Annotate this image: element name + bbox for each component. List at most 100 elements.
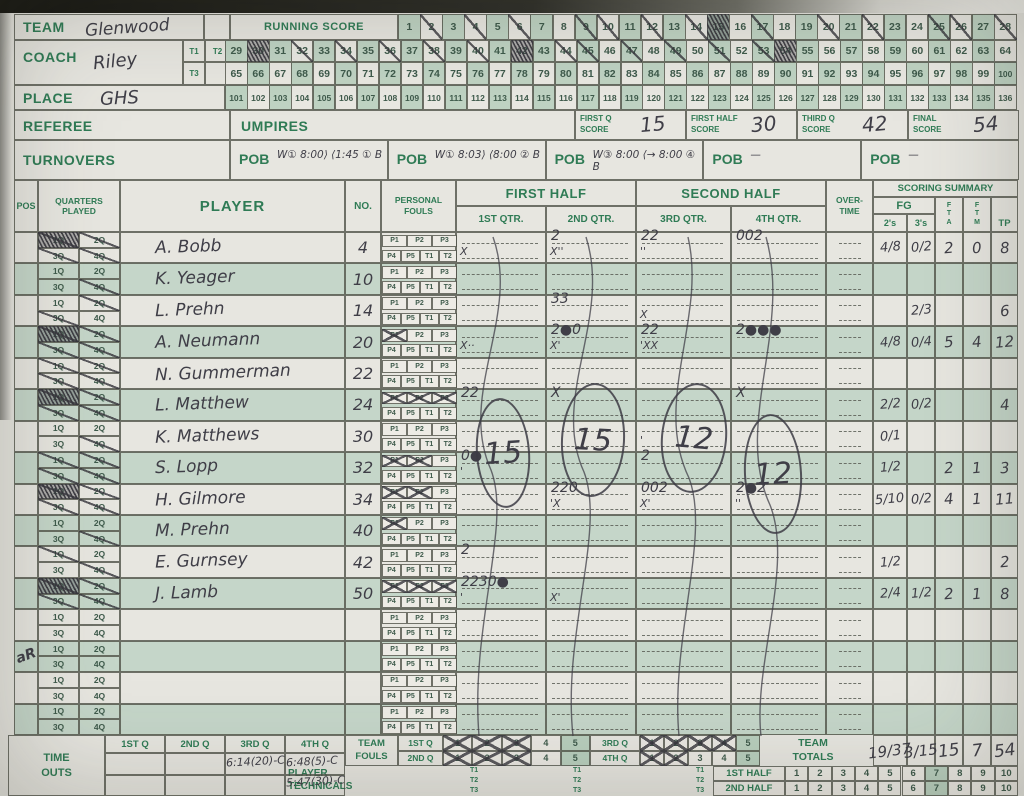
- score-entry-bottom: ': [460, 465, 464, 479]
- summary-value: 8: [998, 238, 1011, 258]
- half-foul-cell: 9: [971, 766, 995, 782]
- summary-cell: [963, 546, 991, 578]
- player-technicals-label: PLAYER TECHNICALS: [288, 768, 353, 792]
- foul-box: T2: [438, 595, 457, 609]
- quarter-played-cell: 4Q: [79, 467, 120, 484]
- team-foul-cell: 5: [560, 735, 590, 751]
- score-cell: [546, 672, 636, 704]
- quarter-played-cell: 2Q: [79, 640, 120, 657]
- dash-line: [839, 494, 861, 495]
- running-score-cell: 88: [730, 62, 753, 85]
- quarter-slash: [79, 326, 120, 343]
- pob-cell: POB —: [703, 140, 862, 180]
- score-cross: [993, 14, 1017, 40]
- player-number-cell: 24: [345, 389, 381, 421]
- half-foul-cell: 10: [994, 766, 1018, 782]
- summary-value: 1/2: [878, 553, 902, 571]
- score-entry-bottom: X': [550, 339, 561, 353]
- running-score-cell: 110: [422, 85, 446, 110]
- summary-cell: 2/2: [873, 389, 907, 421]
- summary-value: 0/2: [909, 239, 933, 257]
- running-score-cell: 46: [598, 40, 622, 62]
- dash-line: [839, 588, 861, 590]
- quarter-played-cell: 4Q: [79, 279, 120, 295]
- score-entry-bottom: X: [640, 307, 648, 321]
- half-foul-cell: 2: [808, 781, 832, 796]
- overtime-cell: [826, 420, 873, 453]
- summary-cell: 2: [991, 546, 1018, 578]
- running-score-cell: 128: [818, 85, 841, 110]
- dash-line: [839, 634, 861, 636]
- dash-line: [839, 666, 861, 668]
- running-score-cell: 131: [884, 85, 907, 110]
- quarter-slash: [79, 593, 120, 610]
- score-cross: [554, 40, 578, 62]
- running-score-cell: 86: [686, 62, 709, 85]
- foul-box: P3: [432, 391, 457, 405]
- overtime-cell: [826, 452, 873, 484]
- running-score-cell: 133: [928, 85, 951, 110]
- running-score-cell: 126: [774, 85, 797, 110]
- score-entry-top: 2●0: [551, 322, 582, 339]
- place-cell: PLACE GHS: [14, 85, 225, 110]
- foul-box: P2: [407, 580, 432, 594]
- half-foul-cell: 7: [924, 766, 949, 782]
- turnovers-cell: TURNOVERS: [14, 140, 230, 180]
- running-score-cell: 19: [795, 14, 818, 40]
- running-score-cell: 119: [620, 85, 644, 110]
- quarter-played-cell: 3Q: [38, 436, 79, 453]
- foul-box: P2: [407, 517, 432, 531]
- player-name-cell: K. Matthews: [120, 420, 345, 453]
- foul-box: P2: [407, 706, 432, 719]
- summary-cell: [873, 263, 907, 295]
- summary-cell: [907, 452, 935, 484]
- overtime-cell: [826, 577, 873, 610]
- pob-cell: POB —: [861, 140, 1019, 180]
- foul-box: P5: [401, 312, 420, 326]
- pos-cell: aR: [14, 640, 38, 673]
- timeout-col-header: 2ND Q: [165, 735, 225, 753]
- overtime-cell: [826, 703, 873, 735]
- summary-cell: [991, 420, 1018, 453]
- foul-box: P4: [382, 501, 401, 514]
- running-score-cell: 95: [884, 62, 907, 85]
- foul-box: T1: [420, 344, 439, 357]
- quarter-slash: [38, 593, 79, 610]
- running-score-cell: 42: [510, 40, 534, 62]
- foul-box: P1: [382, 548, 407, 562]
- dash-line: [839, 540, 861, 542]
- quarter-played-cell: 3Q: [38, 719, 79, 735]
- dash-line: [737, 399, 818, 401]
- quarter-played-cell: 4Q: [79, 593, 120, 610]
- summary-value: 4: [971, 332, 983, 352]
- quarter-played-cell: 3Q: [38, 593, 79, 610]
- dash-line: [552, 288, 628, 290]
- quarter-played-cell: 3Q: [38, 247, 79, 264]
- running-score-cell: 61: [928, 40, 951, 62]
- foul-box: P5: [401, 564, 420, 577]
- dash-line: [462, 242, 538, 244]
- score-cell: [546, 514, 636, 547]
- score-cell: [456, 703, 546, 735]
- summary-cell: 5/10: [873, 483, 907, 515]
- player-name-cell: [120, 609, 345, 641]
- summary-cell: [873, 294, 907, 327]
- dash-line: [839, 619, 861, 621]
- score-entry-top: X: [551, 385, 561, 402]
- foul-box: P5: [401, 721, 420, 734]
- pob-cell: POB W① 8:03⟩ ⟨8:00 ② B: [387, 140, 546, 180]
- place-value: GHS: [99, 86, 140, 111]
- team-foul-cell: 4: [531, 750, 561, 766]
- running-score-cell: 30: [246, 40, 270, 62]
- pob-label: POB: [870, 151, 901, 167]
- dash-line: [552, 320, 628, 322]
- half-foul-cell: 2: [808, 766, 832, 782]
- photo-top-edge: [0, 0, 1024, 13]
- score-cross: [422, 40, 446, 62]
- foul-box: T1: [420, 281, 439, 294]
- technical-label: T3: [470, 786, 479, 794]
- score-entry-bottom: 'XX: [640, 339, 659, 353]
- dash-line: [552, 588, 628, 590]
- foul-box: P2: [407, 454, 432, 468]
